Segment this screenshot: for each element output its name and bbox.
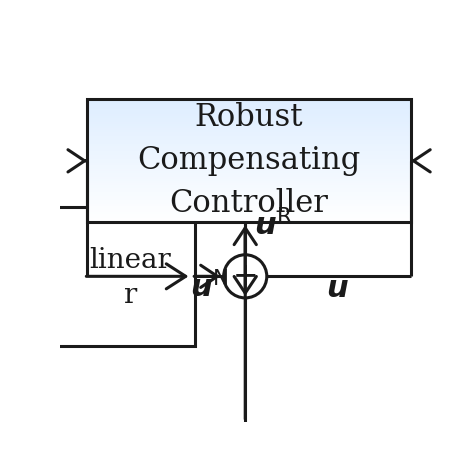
Bar [87, 163, 411, 165]
Circle shape [224, 255, 267, 298]
Bar [87, 99, 411, 101]
Bar [87, 210, 411, 212]
Bar [87, 200, 411, 202]
Bar [87, 175, 411, 178]
Bar [87, 196, 411, 198]
Bar [87, 145, 411, 147]
Bar [87, 206, 411, 209]
Bar [87, 114, 411, 116]
Bar [87, 157, 411, 159]
Text: Robust
Compensating
Controller: Robust Compensating Controller [137, 102, 361, 219]
Bar [87, 128, 411, 130]
Bar [87, 101, 411, 104]
Bar [87, 169, 411, 172]
Bar [87, 194, 411, 196]
Bar [87, 216, 411, 219]
Bar [87, 173, 411, 175]
Bar [87, 155, 411, 157]
Bar [87, 219, 411, 221]
Bar [87, 208, 411, 210]
Bar [87, 161, 411, 163]
Bar [87, 122, 411, 124]
Bar [87, 136, 411, 138]
Text: $\boldsymbol{u}^{\mathrm{N}}$: $\boldsymbol{u}^{\mathrm{N}}$ [190, 271, 228, 303]
Bar [87, 151, 411, 153]
Text: linear: linear [89, 247, 171, 274]
Bar [56, 207, 195, 346]
Bar [87, 190, 411, 192]
Bar [87, 202, 411, 204]
Bar [87, 214, 411, 217]
Bar [87, 171, 411, 173]
Bar [87, 99, 411, 222]
Bar [87, 182, 411, 184]
Bar [87, 183, 411, 186]
Bar [87, 126, 411, 128]
Bar [87, 132, 411, 135]
Bar [87, 142, 411, 145]
Bar [87, 103, 411, 106]
Text: +: + [232, 261, 258, 292]
Bar [87, 138, 411, 141]
Bar [87, 191, 411, 194]
Bar [87, 167, 411, 169]
Bar [87, 153, 411, 155]
Bar [87, 177, 411, 180]
Bar [87, 159, 411, 161]
Bar [87, 140, 411, 143]
Bar [87, 188, 411, 190]
Bar [87, 118, 411, 120]
Text: $\boldsymbol{u}$: $\boldsymbol{u}$ [326, 274, 349, 303]
Bar [87, 185, 411, 188]
Bar [87, 148, 411, 151]
Text: $\boldsymbol{u}^{\mathrm{R}}$: $\boldsymbol{u}^{\mathrm{R}}$ [255, 209, 293, 242]
Bar [87, 111, 411, 114]
Bar [87, 198, 411, 200]
Bar [87, 109, 411, 112]
Bar [87, 105, 411, 108]
Bar [87, 204, 411, 206]
Bar [87, 120, 411, 122]
Bar [87, 134, 411, 137]
Bar [87, 130, 411, 132]
Bar [87, 220, 411, 223]
Bar [87, 212, 411, 215]
Bar [87, 165, 411, 167]
Bar [87, 108, 411, 110]
Bar [87, 116, 411, 118]
Bar [87, 124, 411, 126]
Bar [87, 179, 411, 182]
Text: r: r [123, 282, 137, 309]
Bar [87, 146, 411, 149]
